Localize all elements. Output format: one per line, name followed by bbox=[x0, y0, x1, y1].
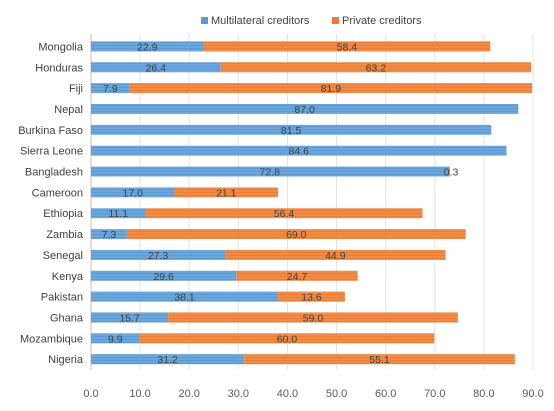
value-label-multilateral-2: 7.9 bbox=[103, 83, 118, 95]
bar-private-8 bbox=[145, 208, 423, 219]
category-label-8: Ethiopia bbox=[43, 208, 84, 220]
value-label-private-10: 44.9 bbox=[325, 250, 346, 262]
bar-multilateral-8 bbox=[91, 208, 146, 219]
bar-private-10 bbox=[225, 249, 446, 260]
category-label-4: Burkina Faso bbox=[18, 125, 83, 137]
bar-multilateral-7 bbox=[91, 187, 175, 198]
value-label-private-12: 13.6 bbox=[301, 292, 322, 304]
value-label-multilateral-14: 9.9 bbox=[108, 333, 123, 345]
legend-label-0: Multilateral creditors bbox=[211, 15, 310, 27]
bar-multilateral-3 bbox=[91, 103, 519, 114]
value-label-multilateral-11: 29.6 bbox=[153, 271, 174, 283]
x-tick-label-8: 80.0 bbox=[473, 388, 494, 400]
value-label-private-7: 21.1 bbox=[216, 187, 237, 199]
legend-swatch-1 bbox=[332, 17, 339, 24]
bar-multilateral-5 bbox=[91, 145, 507, 156]
x-tick-label-6: 60.0 bbox=[375, 388, 396, 400]
bar-private-11 bbox=[236, 270, 358, 281]
category-label-15: Nigeria bbox=[48, 354, 84, 366]
bar-private-14 bbox=[139, 333, 435, 344]
bar-private-7 bbox=[174, 187, 279, 198]
bar-multilateral-10 bbox=[91, 249, 226, 260]
bar-multilateral-0 bbox=[91, 41, 204, 52]
bar-multilateral-13 bbox=[91, 312, 169, 323]
bar-private-6 bbox=[448, 166, 451, 177]
bar-private-1 bbox=[220, 62, 532, 73]
category-label-13: Ghana bbox=[50, 312, 84, 324]
value-label-private-6: 0.3 bbox=[444, 167, 459, 179]
category-label-11: Kenya bbox=[52, 271, 84, 283]
category-label-6: Bangladesh bbox=[25, 167, 83, 179]
value-label-multilateral-1: 26.4 bbox=[146, 62, 167, 74]
category-label-5: Sierra Leone bbox=[20, 146, 83, 158]
category-label-3: Nepal bbox=[54, 104, 83, 116]
x-tick-label-5: 50.0 bbox=[326, 388, 347, 400]
value-label-multilateral-8: 11.1 bbox=[108, 208, 128, 220]
category-label-1: Honduras bbox=[35, 62, 83, 74]
value-label-private-13: 59.0 bbox=[303, 312, 324, 324]
x-tick-label-2: 20.0 bbox=[179, 388, 200, 400]
value-label-multilateral-15: 31.2 bbox=[157, 354, 178, 366]
bar-multilateral-15 bbox=[91, 354, 245, 365]
bar-multilateral-9 bbox=[91, 229, 127, 240]
category-label-10: Senegal bbox=[43, 250, 83, 262]
bar-multilateral-1 bbox=[91, 62, 221, 73]
value-label-private-8: 56.4 bbox=[274, 208, 295, 220]
bar-private-9 bbox=[126, 229, 466, 240]
value-label-private-14: 60.0 bbox=[277, 333, 298, 345]
bar-private-2 bbox=[129, 83, 533, 94]
category-label-9: Zambia bbox=[46, 229, 84, 241]
value-label-multilateral-7: 17.0 bbox=[123, 187, 144, 199]
x-axis: 0.0 10.0 20.0 30.0 40.0 50.0 60.0 70.0 80.0 90.0 bbox=[83, 388, 543, 400]
category-label-12: Pakistan bbox=[41, 292, 83, 304]
value-label-private-1: 63.2 bbox=[366, 62, 387, 74]
category-label-0: Mongolia bbox=[38, 41, 84, 53]
value-label-multilateral-4: 81.5 bbox=[281, 125, 302, 137]
value-label-multilateral-6: 72.8 bbox=[260, 167, 281, 179]
value-label-private-15: 55.1 bbox=[369, 354, 390, 366]
legend-swatch-0 bbox=[201, 17, 208, 24]
bar-private-15 bbox=[244, 354, 515, 365]
category-label-2: Fiji bbox=[69, 83, 83, 95]
x-tick-label-4: 40.0 bbox=[277, 388, 298, 400]
value-label-private-9: 69.0 bbox=[286, 229, 307, 241]
bar-multilateral-14 bbox=[91, 333, 140, 344]
bar-multilateral-4 bbox=[91, 124, 492, 135]
category-label-7: Cameroon bbox=[32, 187, 83, 199]
value-label-private-2: 81.9 bbox=[321, 83, 342, 95]
bar-multilateral-11 bbox=[91, 270, 237, 281]
category-label-14: Mozambique bbox=[20, 333, 83, 345]
bar-multilateral-12 bbox=[91, 291, 279, 302]
bar-private-0 bbox=[203, 41, 491, 52]
category-labels: Mongolia Honduras Fiji Nepal Burkina Faso Sie… bbox=[18, 41, 84, 366]
value-label-multilateral-9: 7.3 bbox=[102, 229, 117, 241]
x-tick-label-9: 90.0 bbox=[522, 388, 543, 400]
bar-multilateral-2 bbox=[91, 83, 130, 94]
value-label-private-0: 58.4 bbox=[337, 41, 358, 53]
bar-multilateral-6 bbox=[91, 166, 449, 177]
value-label-private-11: 24.7 bbox=[287, 271, 308, 283]
value-label-multilateral-13: 15.7 bbox=[119, 312, 140, 324]
x-tick-label-1: 10.0 bbox=[129, 388, 150, 400]
legend-label-1: Private creditors bbox=[342, 15, 422, 27]
x-tick-label-7: 70.0 bbox=[424, 388, 445, 400]
bar-private-12 bbox=[278, 291, 345, 302]
value-label-multilateral-10: 27.3 bbox=[148, 250, 169, 262]
bars: 22.9 58.4 26.4 63.2 7.9 81.9 87.0 81.5 84.6 72.8 0… bbox=[91, 41, 533, 366]
x-tick-label-0: 0.0 bbox=[83, 388, 98, 400]
legend: Multilateral creditors Private creditors bbox=[201, 15, 422, 27]
value-label-multilateral-0: 22.9 bbox=[137, 41, 158, 53]
x-tick-label-3: 30.0 bbox=[228, 388, 249, 400]
value-label-multilateral-3: 87.0 bbox=[294, 104, 315, 116]
bar-private-13 bbox=[168, 312, 458, 323]
value-label-multilateral-12: 38.1 bbox=[174, 292, 195, 304]
value-label-multilateral-5: 84.6 bbox=[289, 146, 310, 158]
